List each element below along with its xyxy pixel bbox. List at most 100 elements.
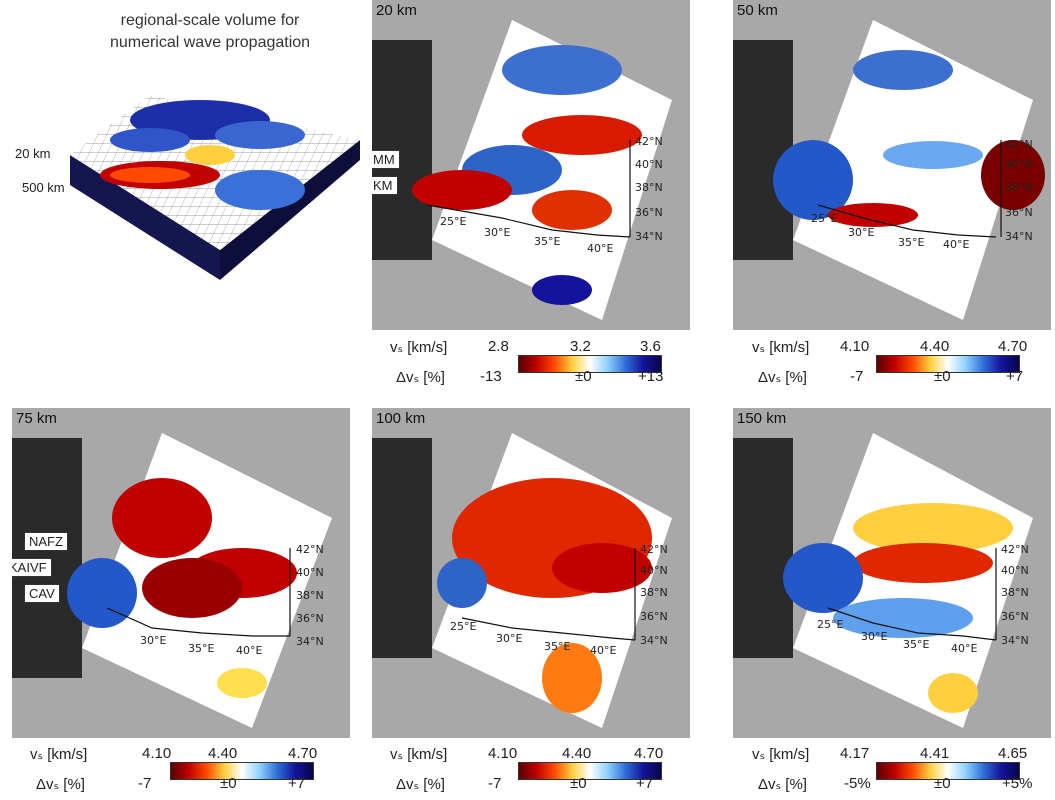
lon-label-30: 30°E [861,630,887,643]
lon-label-25: 25°E [450,620,476,633]
headline-line-2: numerical wave propagation [109,34,311,51]
lat-label-40: 40°N [296,566,324,579]
lon-label-35: 35°E [898,236,924,249]
vs-label: vₛ [km/s] [390,339,448,356]
lon-label-35: 35°E [544,640,570,653]
lat-label-38: 38°N [635,181,663,194]
dvs-mid: ±0 [220,775,237,792]
region-tag-km: KM [372,176,398,195]
colorbar-100km: vₛ [km/s] 4.10 4.40 4.70 Δvₛ [%] -7 ±0 +… [390,745,690,795]
vs-min: 4.17 [840,745,870,762]
map-20km: 25°E 30°E 35°E 40°E 42°N 40°N 38°N 36°N … [372,0,690,330]
lat-label-42: 42°N [1005,138,1033,151]
depth-label: 150 km [737,410,787,427]
lon-label-40: 40°E [587,242,613,255]
vs-mid: 4.40 [208,745,238,762]
lon-label-30: 30°E [140,634,166,647]
colorbar-gradient [876,355,1020,373]
vs-max: 4.70 [998,338,1028,355]
colorbar-20km: vₛ [km/s] 2.8 3.2 3.6 Δvₛ [%] -13 ±0 +13 [390,338,690,388]
region-tag-nafz: NAFZ [24,532,68,551]
lon-label-35: 35°E [534,235,560,248]
vs-label: vₛ [km/s] [752,339,810,356]
lon-label-25: 25°E [811,212,837,225]
lat-label-36: 36°N [635,206,663,219]
map-panel-75km: 30°E 35°E 40°E 42°N 40°N 38°N 36°N 34°N … [12,408,350,738]
depth-label: 100 km [376,410,426,427]
volume-block: 20 km 500 km [15,80,370,290]
lon-label-40: 40°E [236,644,262,657]
dvs-max: +13 [638,368,664,385]
vs-label: vₛ [km/s] [390,746,448,763]
lat-label-36: 36°N [640,610,668,623]
dvs-label: Δvₛ [%] [758,369,807,386]
vs-min: 4.10 [142,745,172,762]
dvs-max: +7 [288,775,306,792]
block-top-depth-label: 20 km [15,146,51,161]
map-panel-100km: 25°E 30°E 35°E 40°E 42°N 40°N 38°N 36°N … [372,408,690,738]
depth-label: 75 km [16,410,57,427]
lon-label-40: 40°E [943,238,969,251]
dvs-max: +5% [1002,775,1033,792]
lat-label-38: 38°N [1005,181,1033,194]
dvs-min: -7 [850,368,864,385]
lon-label-40: 40°E [951,642,977,655]
lat-label-36: 36°N [1001,610,1029,623]
vs-max: 3.6 [640,338,661,355]
block-bottom-depth-label: 500 km [22,180,65,195]
lat-label-36: 36°N [296,612,324,625]
depth-label: 50 km [737,2,778,19]
vs-min: 2.8 [488,338,509,355]
colorbar-gradient [876,762,1020,780]
dvs-min: -5% [844,775,871,792]
vs-max: 4.70 [634,745,664,762]
vs-mid: 4.40 [920,338,950,355]
lat-label-42: 42°N [296,543,324,556]
lon-label-35: 35°E [903,638,929,651]
colorbar-gradient [518,762,662,780]
lat-label-40: 40°N [635,158,663,171]
dvs-max: +7 [1006,368,1024,385]
map-panel-20km: 25°E 30°E 35°E 40°E 42°N 40°N 38°N 36°N … [372,0,690,330]
dvs-min: -13 [480,368,502,385]
depth-label: 20 km [376,2,417,19]
colorbar-75km: vₛ [km/s] 4.10 4.40 4.70 Δvₛ [%] -7 ±0 +… [30,745,350,795]
lon-label-30: 30°E [484,226,510,239]
vs-label: vₛ [km/s] [30,746,88,763]
colorbar-150km: vₛ [km/s] 4.17 4.41 4.65 Δvₛ [%] -5% ±0 … [752,745,1052,795]
lon-label-30: 30°E [848,226,874,239]
lat-label-40: 40°N [640,564,668,577]
dvs-max: +7 [636,775,654,792]
dvs-label: Δvₛ [%] [36,776,85,793]
vs-min: 4.10 [488,745,518,762]
dvs-min: -7 [138,775,152,792]
map-panel-150km: 25°E 30°E 35°E 40°E 42°N 40°N 38°N 36°N … [733,408,1051,738]
region-tag-kaivf: KAIVF [12,558,52,577]
lat-label-38: 38°N [1001,586,1029,599]
lon-label-35: 35°E [188,642,214,655]
dvs-label: Δvₛ [%] [396,369,445,386]
map-75km: 30°E 35°E 40°E 42°N 40°N 38°N 36°N 34°N [12,408,350,738]
lat-label-34: 34°N [296,635,324,648]
colorbar-50km: vₛ [km/s] 4.10 4.40 4.70 Δvₛ [%] -7 ±0 +… [752,338,1052,388]
vs-min: 4.10 [840,338,870,355]
lat-label-38: 38°N [296,589,324,602]
vs-mid: 4.40 [562,745,592,762]
region-tag-cav: CAV [24,584,60,603]
map-panel-50km: 25°E 30°E 35°E 40°E 42°N 40°N 38°N 36°N … [733,0,1051,330]
lon-label-30: 30°E [496,632,522,645]
lon-label-40: 40°E [590,644,616,657]
vs-max: 4.70 [288,745,318,762]
vs-max: 4.65 [998,745,1028,762]
lat-label-40: 40°N [1005,158,1033,171]
map-150km: 25°E 30°E 35°E 40°E 42°N 40°N 38°N 36°N … [733,408,1051,738]
lon-label-25: 25°E [817,618,843,631]
region-tag-mm: MM [372,150,400,169]
figure-headline: regional-scale volume for numerical wave… [60,10,360,54]
lon-label-25: 25°E [440,215,466,228]
vs-label: vₛ [km/s] [752,746,810,763]
map-100km: 25°E 30°E 35°E 40°E 42°N 40°N 38°N 36°N … [372,408,690,738]
vs-mid: 3.2 [570,338,591,355]
colorbar-gradient [170,762,314,780]
dvs-min: -7 [488,775,502,792]
